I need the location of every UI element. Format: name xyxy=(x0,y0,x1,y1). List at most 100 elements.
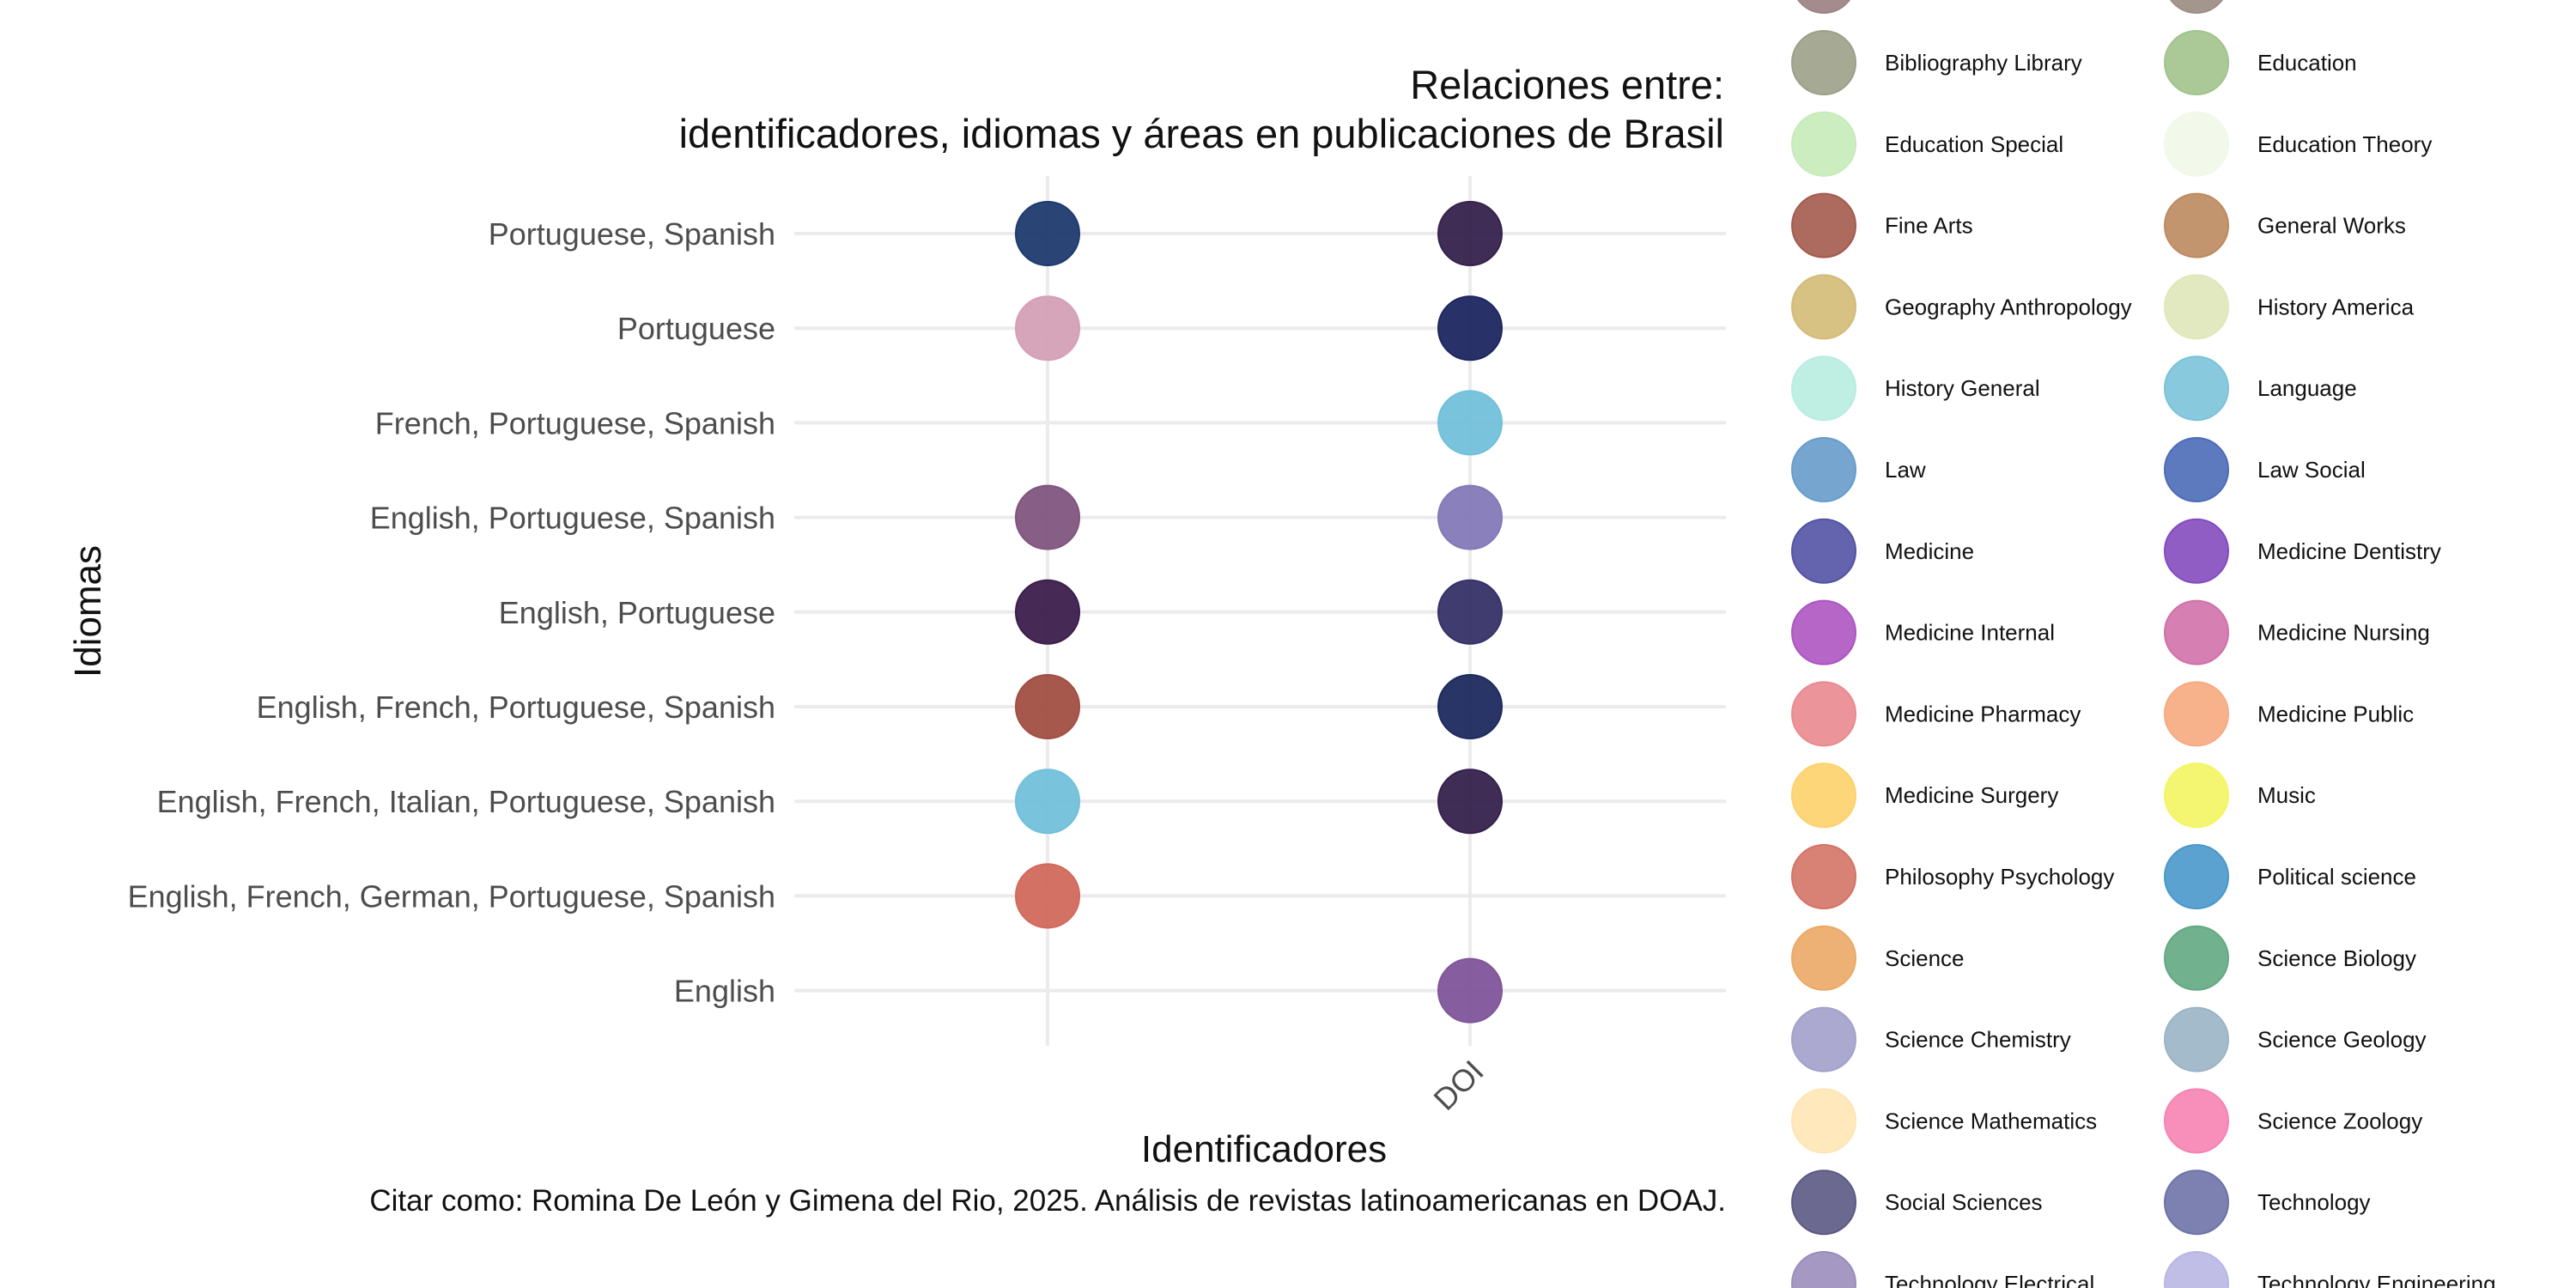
chart-caption: Citar como: Romina De León y Gimena del … xyxy=(369,1184,1726,1218)
legend-label: Technology xyxy=(2257,1189,2371,1215)
legend-label: Law Social xyxy=(2257,457,2366,483)
legend-label: Medicine Pharmacy xyxy=(1885,701,2081,726)
legend-label: Medicine Public xyxy=(2257,701,2414,726)
legend-key xyxy=(1791,599,1856,665)
legend-label: Science Mathematics xyxy=(1885,1108,2097,1133)
legend-label: Philosophy Psychology xyxy=(1885,864,2114,890)
legend-key xyxy=(2164,681,2229,747)
y-axis-title: Idiomas xyxy=(67,545,109,677)
data-point xyxy=(1437,674,1503,739)
legend-label: Music xyxy=(2257,782,2316,808)
y-tick-label: French, Portuguese, Spanish xyxy=(375,405,775,440)
legend-key xyxy=(2164,1006,2229,1072)
data-point xyxy=(1437,201,1503,266)
legend-label: Science Geology xyxy=(2257,1027,2427,1053)
legend-label: Science Zoology xyxy=(2257,1108,2422,1133)
legend-label: History America xyxy=(2257,294,2415,319)
y-tick-label: English, French, Italian, Portuguese, Sp… xyxy=(157,784,775,819)
legend-key xyxy=(1791,274,1856,340)
legend-key xyxy=(1791,762,1856,829)
data-point xyxy=(1437,484,1503,550)
legend-label: Medicine Internal xyxy=(1885,620,2055,646)
legend-key xyxy=(1791,844,1856,909)
legend-key xyxy=(2164,599,2229,665)
legend-key xyxy=(2170,0,2223,14)
legend-label: Education Special xyxy=(1885,131,2063,157)
legend-key xyxy=(1791,30,1856,95)
legend-key xyxy=(2164,518,2229,584)
legend-key xyxy=(1791,192,1856,258)
legend-label: Technology Electrical xyxy=(1885,1271,2094,1288)
data-point xyxy=(1437,769,1503,835)
y-tick-label: English, French, Portuguese, Spanish xyxy=(257,690,775,725)
legend-key xyxy=(1791,925,1856,991)
legend-key xyxy=(2164,274,2229,340)
legend-label: Bibliography Library xyxy=(1885,50,2082,76)
y-tick-label: Portuguese, Spanish xyxy=(489,216,775,252)
legend-key xyxy=(1797,0,1850,14)
legend-key xyxy=(2164,762,2229,829)
legend-key xyxy=(2164,1251,2229,1288)
chart-title-line: Relaciones entre: xyxy=(1410,62,1724,107)
legend-key xyxy=(1791,1006,1856,1072)
data-point xyxy=(1015,769,1080,835)
data-point xyxy=(1015,201,1080,266)
legend-key xyxy=(1791,355,1856,422)
legend: Bibliography Library Education Education S… xyxy=(1791,0,2496,1288)
legend-key xyxy=(1791,681,1856,747)
legend-label: Fine Arts xyxy=(1885,213,1973,239)
data-point xyxy=(1437,579,1503,645)
legend-label: Law xyxy=(1885,457,1926,483)
chart-title-line: identificadores, idiomas y áreas en publ… xyxy=(679,111,1724,156)
legend-key xyxy=(1791,1088,1856,1154)
y-tick-label: English, Portuguese, Spanish xyxy=(370,501,775,536)
legend-label: Science xyxy=(1885,945,1965,971)
legend-key xyxy=(1791,1170,1856,1236)
legend-key xyxy=(2164,925,2229,991)
legend-label: Science Biology xyxy=(2257,945,2416,971)
legend-key xyxy=(2164,437,2229,502)
legend-label: Medicine xyxy=(1885,538,1974,564)
legend-key xyxy=(1791,518,1856,584)
legend-key xyxy=(2164,844,2229,909)
legend-key xyxy=(2164,1088,2229,1154)
data-point xyxy=(1015,674,1080,739)
legend-label: Science Chemistry xyxy=(1885,1027,2071,1053)
legend-key xyxy=(2164,355,2229,422)
legend-label: Political science xyxy=(2257,864,2416,890)
y-tick-label: Portuguese xyxy=(617,311,775,346)
data-point xyxy=(1015,863,1080,929)
legend-label: Language xyxy=(2257,375,2357,401)
x-tick-label: DOI xyxy=(1426,1054,1490,1117)
data-point xyxy=(1015,579,1080,645)
legend-key xyxy=(1791,1251,1856,1288)
data-point xyxy=(1437,957,1503,1024)
legend-label: Medicine Nursing xyxy=(2257,620,2430,646)
data-point xyxy=(1437,295,1503,361)
data-point xyxy=(1437,390,1503,456)
data-point xyxy=(1015,295,1080,361)
data-point xyxy=(1015,484,1080,550)
legend-label: General Works xyxy=(2257,213,2406,239)
legend-key xyxy=(2164,111,2229,177)
legend-label: History General xyxy=(1885,375,2040,401)
y-tick-label: English, Portuguese xyxy=(499,595,775,630)
legend-label: Geography Anthropology xyxy=(1885,294,2132,319)
legend-label: Social Sciences xyxy=(1885,1189,2043,1215)
legend-label: Medicine Dentistry xyxy=(2257,538,2441,564)
legend-label: Education Theory xyxy=(2257,131,2432,157)
y-tick-label: English xyxy=(674,974,775,1009)
data-points xyxy=(1015,201,1503,1024)
x-axis-title: Identificadores xyxy=(1141,1128,1387,1170)
y-axis-ticks: English English, French, German, Portugue… xyxy=(128,216,775,1009)
legend-key xyxy=(2164,1170,2229,1236)
legend-key xyxy=(2164,30,2229,95)
grid-layer xyxy=(794,176,1726,1046)
x-axis-ticks: DOI xyxy=(1426,1054,1490,1117)
y-tick-label: English, French, German, Portuguese, Spa… xyxy=(128,878,775,914)
legend-key xyxy=(2164,192,2229,258)
chart-title: Relaciones entre:identificadores, idioma… xyxy=(679,62,1724,156)
legend-label: Technology Engineering xyxy=(2257,1271,2496,1288)
legend-label: Education xyxy=(2257,50,2357,76)
